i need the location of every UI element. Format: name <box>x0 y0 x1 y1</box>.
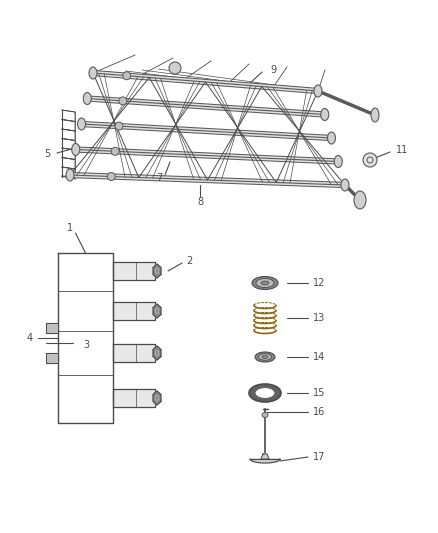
Text: 3: 3 <box>83 340 89 350</box>
Circle shape <box>107 173 115 181</box>
Ellipse shape <box>262 356 268 359</box>
Text: 11: 11 <box>396 145 408 155</box>
Polygon shape <box>46 353 58 363</box>
Ellipse shape <box>256 279 274 287</box>
Ellipse shape <box>341 179 349 191</box>
Ellipse shape <box>66 169 74 181</box>
Ellipse shape <box>328 132 336 144</box>
Ellipse shape <box>261 281 269 285</box>
Text: 7: 7 <box>156 173 162 183</box>
Ellipse shape <box>258 354 272 360</box>
Ellipse shape <box>89 67 97 79</box>
Polygon shape <box>113 389 155 407</box>
Text: 5: 5 <box>44 149 50 159</box>
Circle shape <box>363 153 377 167</box>
Text: 2: 2 <box>186 256 192 266</box>
Ellipse shape <box>255 352 275 362</box>
Ellipse shape <box>321 109 329 120</box>
Text: 9: 9 <box>270 65 276 75</box>
Text: 15: 15 <box>313 388 325 398</box>
Polygon shape <box>113 262 155 280</box>
Ellipse shape <box>371 108 379 122</box>
Ellipse shape <box>249 384 281 402</box>
Polygon shape <box>46 323 58 333</box>
Text: 1: 1 <box>67 223 74 233</box>
Circle shape <box>123 72 131 80</box>
Ellipse shape <box>354 191 366 209</box>
Circle shape <box>115 122 123 130</box>
Text: 17: 17 <box>313 452 325 462</box>
Ellipse shape <box>83 93 91 104</box>
Circle shape <box>111 147 119 155</box>
Text: 13: 13 <box>313 313 325 323</box>
Circle shape <box>119 97 127 105</box>
Ellipse shape <box>72 143 80 156</box>
Polygon shape <box>261 454 269 459</box>
Polygon shape <box>153 391 161 405</box>
Text: 4: 4 <box>27 333 33 343</box>
Circle shape <box>169 62 181 74</box>
Text: 16: 16 <box>313 407 325 417</box>
Polygon shape <box>113 302 155 320</box>
Ellipse shape <box>314 85 322 97</box>
Ellipse shape <box>262 413 268 417</box>
Ellipse shape <box>252 277 278 289</box>
Text: 12: 12 <box>313 278 325 288</box>
Ellipse shape <box>255 387 275 399</box>
Ellipse shape <box>334 156 342 167</box>
Ellipse shape <box>78 118 85 130</box>
Text: 14: 14 <box>313 352 325 362</box>
Polygon shape <box>153 346 161 360</box>
Polygon shape <box>153 304 161 318</box>
Polygon shape <box>113 344 155 362</box>
Polygon shape <box>250 459 280 463</box>
Polygon shape <box>153 264 161 278</box>
Text: 8: 8 <box>197 197 203 207</box>
